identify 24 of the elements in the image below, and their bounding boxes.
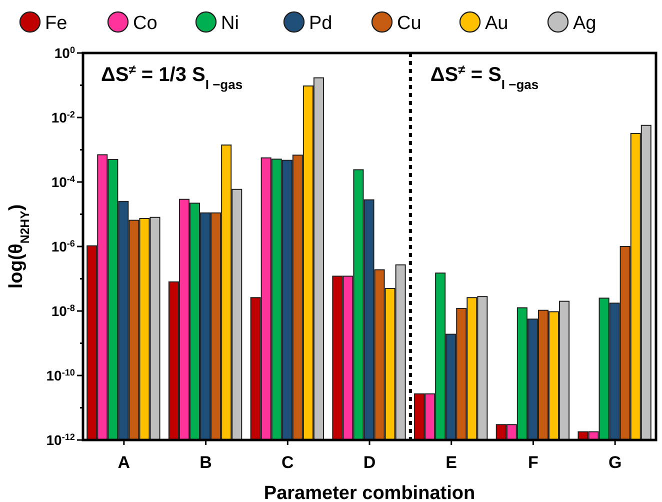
y-tick-label: 10$^{-12}$ bbox=[46, 432, 75, 448]
x-tick-label: E bbox=[446, 453, 458, 472]
legend-label: Cu bbox=[397, 13, 422, 34]
annotation: ΔS$^{≠}$ = 1/3 S$_{I −gas}$ bbox=[101, 62, 243, 92]
y-tick-label: 10$^{-6}$ bbox=[51, 238, 75, 254]
x-tick-label: B bbox=[200, 453, 212, 472]
legend-label: Co bbox=[133, 13, 158, 34]
x-tick-label: C bbox=[282, 453, 294, 472]
x-tick-label: A bbox=[118, 453, 130, 472]
y-tick-label: 10$^{-8}$ bbox=[51, 303, 75, 319]
legend-label: Ni bbox=[221, 13, 239, 34]
y-tick-label: 10$^{-4}$ bbox=[51, 174, 76, 190]
x-tick-label: D bbox=[363, 453, 376, 472]
y-tick-label: 10$^{0}$ bbox=[54, 45, 75, 61]
y-tick-label: 10$^{-10}$ bbox=[46, 368, 75, 384]
x-axis-title: Parameter combination bbox=[264, 483, 476, 502]
legend-label: Pd bbox=[309, 13, 332, 34]
y-tick-label: 10$^{-2}$ bbox=[51, 110, 75, 126]
annotation: ΔS$^{≠}$ = S$_{I −gas}$ bbox=[430, 62, 539, 92]
legend-label: Fe bbox=[45, 13, 68, 34]
x-tick-label: G bbox=[608, 453, 622, 472]
legend-label: Au bbox=[485, 13, 508, 34]
legend-label: Ag bbox=[573, 13, 596, 34]
x-tick-label: F bbox=[528, 453, 538, 472]
